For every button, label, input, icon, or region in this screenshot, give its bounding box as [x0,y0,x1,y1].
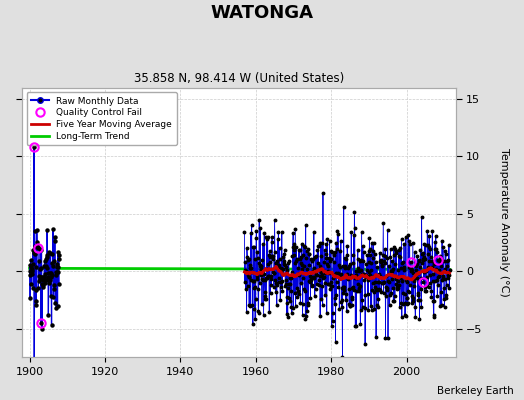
Title: 35.858 N, 98.414 W (United States): 35.858 N, 98.414 W (United States) [134,72,344,85]
Text: Berkeley Earth: Berkeley Earth [437,386,514,396]
Y-axis label: Temperature Anomaly (°C): Temperature Anomaly (°C) [499,148,509,297]
Text: WATONGA: WATONGA [211,4,313,22]
Legend: Raw Monthly Data, Quality Control Fail, Five Year Moving Average, Long-Term Tren: Raw Monthly Data, Quality Control Fail, … [27,92,177,145]
